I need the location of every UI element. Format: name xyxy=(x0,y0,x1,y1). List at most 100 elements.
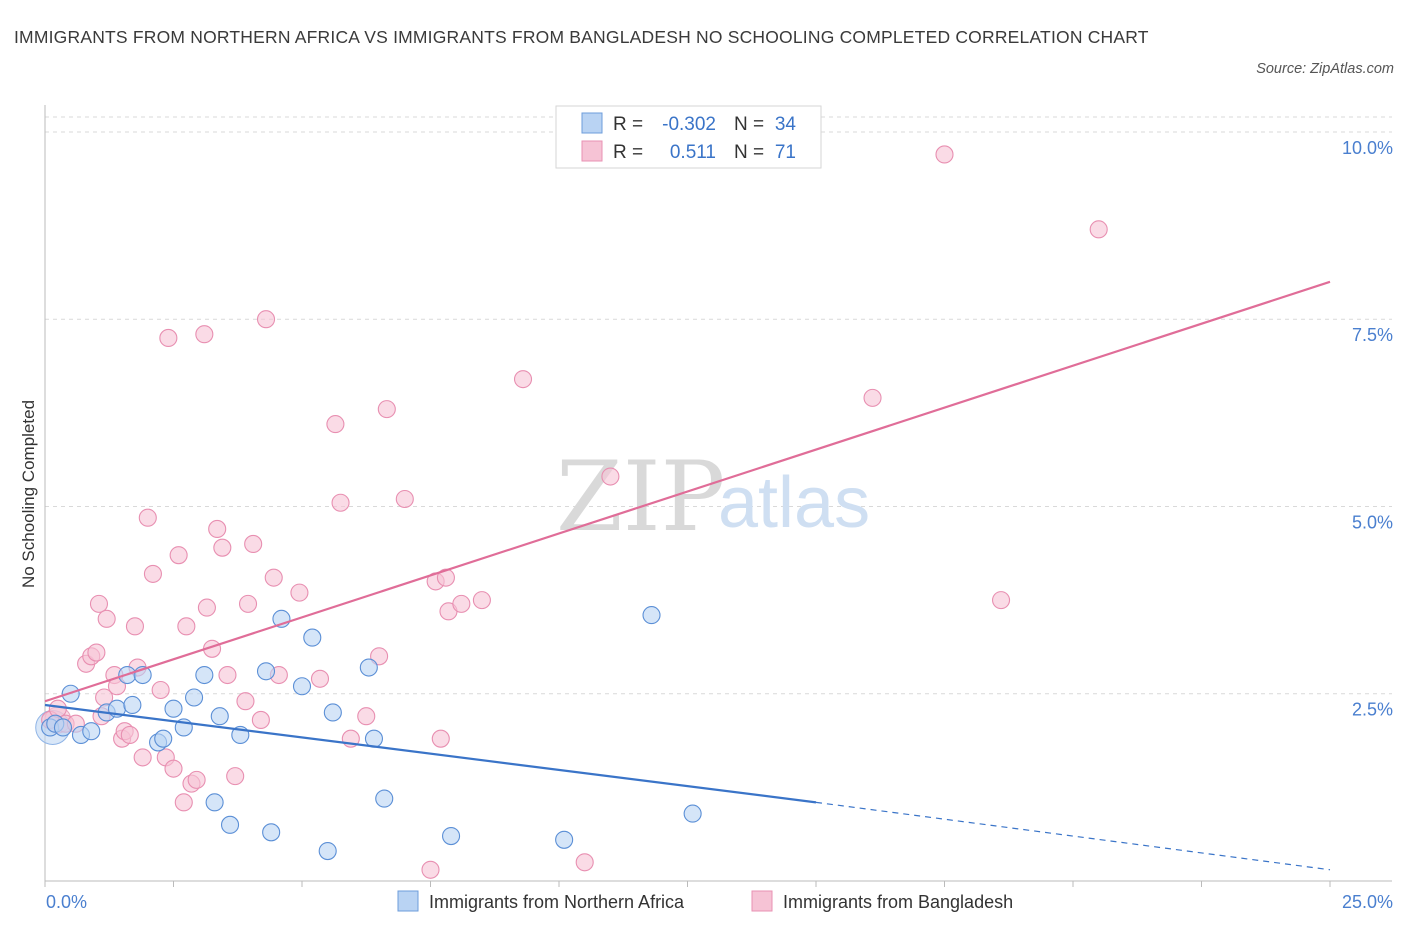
trend-line-northern-africa-extrapolated xyxy=(815,801,1331,871)
point-bangladesh xyxy=(264,568,283,587)
y-tick-label: 2.5% xyxy=(1352,700,1393,720)
point-bangladesh xyxy=(244,534,263,553)
point-bangladesh xyxy=(138,508,157,527)
stats-n-value-1: 34 xyxy=(775,114,797,135)
point-bangladesh xyxy=(256,310,276,329)
point-bangladesh xyxy=(863,388,882,407)
legend-swatch-bangladesh xyxy=(751,890,773,912)
stats-box: R = -0.302 N = 34 R = 0.511 N = 71 xyxy=(555,105,822,169)
stats-swatch-blue xyxy=(581,112,603,134)
point-bangladesh xyxy=(290,583,309,602)
point-bangladesh xyxy=(377,400,396,419)
point-bangladesh xyxy=(213,538,232,557)
point-bangladesh xyxy=(197,598,216,617)
point-bangladesh xyxy=(48,699,67,718)
point-northern-africa xyxy=(442,827,461,846)
point-bangladesh xyxy=(421,860,440,879)
point-bangladesh xyxy=(452,594,471,613)
point-bangladesh xyxy=(431,729,450,748)
point-northern-africa xyxy=(292,677,312,696)
point-northern-africa xyxy=(364,729,384,748)
point-bangladesh xyxy=(133,748,152,767)
watermark-atlas: atlas xyxy=(718,463,870,543)
point-bangladesh xyxy=(331,493,350,512)
stats-n-label-2: N = xyxy=(734,142,764,163)
legend-swatch-northern-africa xyxy=(397,890,419,912)
point-northern-africa xyxy=(185,688,204,707)
y-axis-title: No Schooling Completed xyxy=(19,400,38,588)
point-bangladesh xyxy=(310,669,330,688)
point-northern-africa xyxy=(642,606,661,625)
point-northern-africa xyxy=(359,658,378,677)
point-northern-africa xyxy=(195,665,214,685)
stats-r-label-1: R = xyxy=(613,114,643,135)
point-bangladesh xyxy=(87,643,106,662)
point-northern-africa xyxy=(210,707,229,726)
point-bangladesh xyxy=(97,609,116,628)
source-label: Source: ZipAtlas.com xyxy=(1256,61,1394,77)
point-bangladesh xyxy=(436,568,455,587)
point-bangladesh xyxy=(935,145,954,164)
point-bangladesh xyxy=(164,759,183,778)
stats-r-value-2: 0.511 xyxy=(670,142,716,163)
point-northern-africa xyxy=(323,703,342,722)
point-northern-africa xyxy=(164,699,183,718)
stats-swatch-pink xyxy=(581,140,603,162)
point-northern-africa xyxy=(53,718,73,737)
point-bangladesh xyxy=(195,325,214,344)
point-bangladesh xyxy=(208,519,227,539)
point-northern-africa xyxy=(303,628,322,647)
point-bangladesh xyxy=(991,591,1011,610)
point-northern-africa xyxy=(683,804,702,823)
point-bangladesh xyxy=(513,370,533,389)
trend-layer xyxy=(44,280,1331,871)
points-layer xyxy=(35,145,1108,879)
point-bangladesh xyxy=(370,647,389,666)
point-bangladesh xyxy=(187,770,206,789)
trend-line-northern-africa xyxy=(44,703,817,804)
point-bangladesh xyxy=(575,853,594,872)
legend-label-bangladesh: Immigrants from Bangladesh xyxy=(783,892,1013,912)
legend: Immigrants from Northern Africa Immigran… xyxy=(397,890,1013,912)
legend-label-northern-africa: Immigrants from Northern Africa xyxy=(429,892,685,912)
stats-r-label-2: R = xyxy=(613,142,643,163)
x-tick-label-max: 25.0% xyxy=(1342,892,1393,912)
y-tick-label: 7.5% xyxy=(1352,325,1393,345)
point-bangladesh xyxy=(177,617,196,636)
y-tick-label: 5.0% xyxy=(1352,512,1393,532)
point-bangladesh xyxy=(89,594,109,613)
point-bangladesh xyxy=(251,710,270,730)
point-northern-africa xyxy=(123,695,142,715)
point-northern-africa xyxy=(154,729,173,748)
point-northern-africa xyxy=(256,662,276,681)
x-tick-label-min: 0.0% xyxy=(46,892,87,912)
stats-n-value-2: 71 xyxy=(775,142,796,163)
point-bangladesh xyxy=(226,767,245,786)
watermark: ZIP atlas xyxy=(556,441,870,553)
point-northern-africa xyxy=(318,841,337,861)
point-bangladesh xyxy=(1089,220,1108,239)
stats-n-label-1: N = xyxy=(734,114,764,135)
point-bangladesh xyxy=(159,328,178,348)
watermark-zip: ZIP xyxy=(556,441,725,553)
point-bangladesh xyxy=(236,692,255,711)
stats-r-value-1: -0.302 xyxy=(662,114,716,135)
point-bangladesh xyxy=(326,415,345,434)
point-northern-africa xyxy=(555,830,574,849)
point-bangladesh xyxy=(151,680,170,700)
trend-line-bangladesh xyxy=(44,280,1331,703)
point-northern-africa xyxy=(205,793,224,812)
point-bangladesh xyxy=(357,707,376,726)
point-bangladesh xyxy=(238,594,258,613)
point-bangladesh xyxy=(169,546,188,565)
point-northern-africa xyxy=(375,789,394,808)
point-bangladesh xyxy=(143,564,162,583)
point-northern-africa xyxy=(220,815,240,834)
point-bangladesh xyxy=(395,489,414,509)
y-tick-label: 10.0% xyxy=(1342,138,1393,158)
point-bangladesh xyxy=(174,793,193,812)
point-northern-africa xyxy=(82,722,101,741)
point-bangladesh xyxy=(120,725,139,744)
point-bangladesh xyxy=(125,617,144,636)
